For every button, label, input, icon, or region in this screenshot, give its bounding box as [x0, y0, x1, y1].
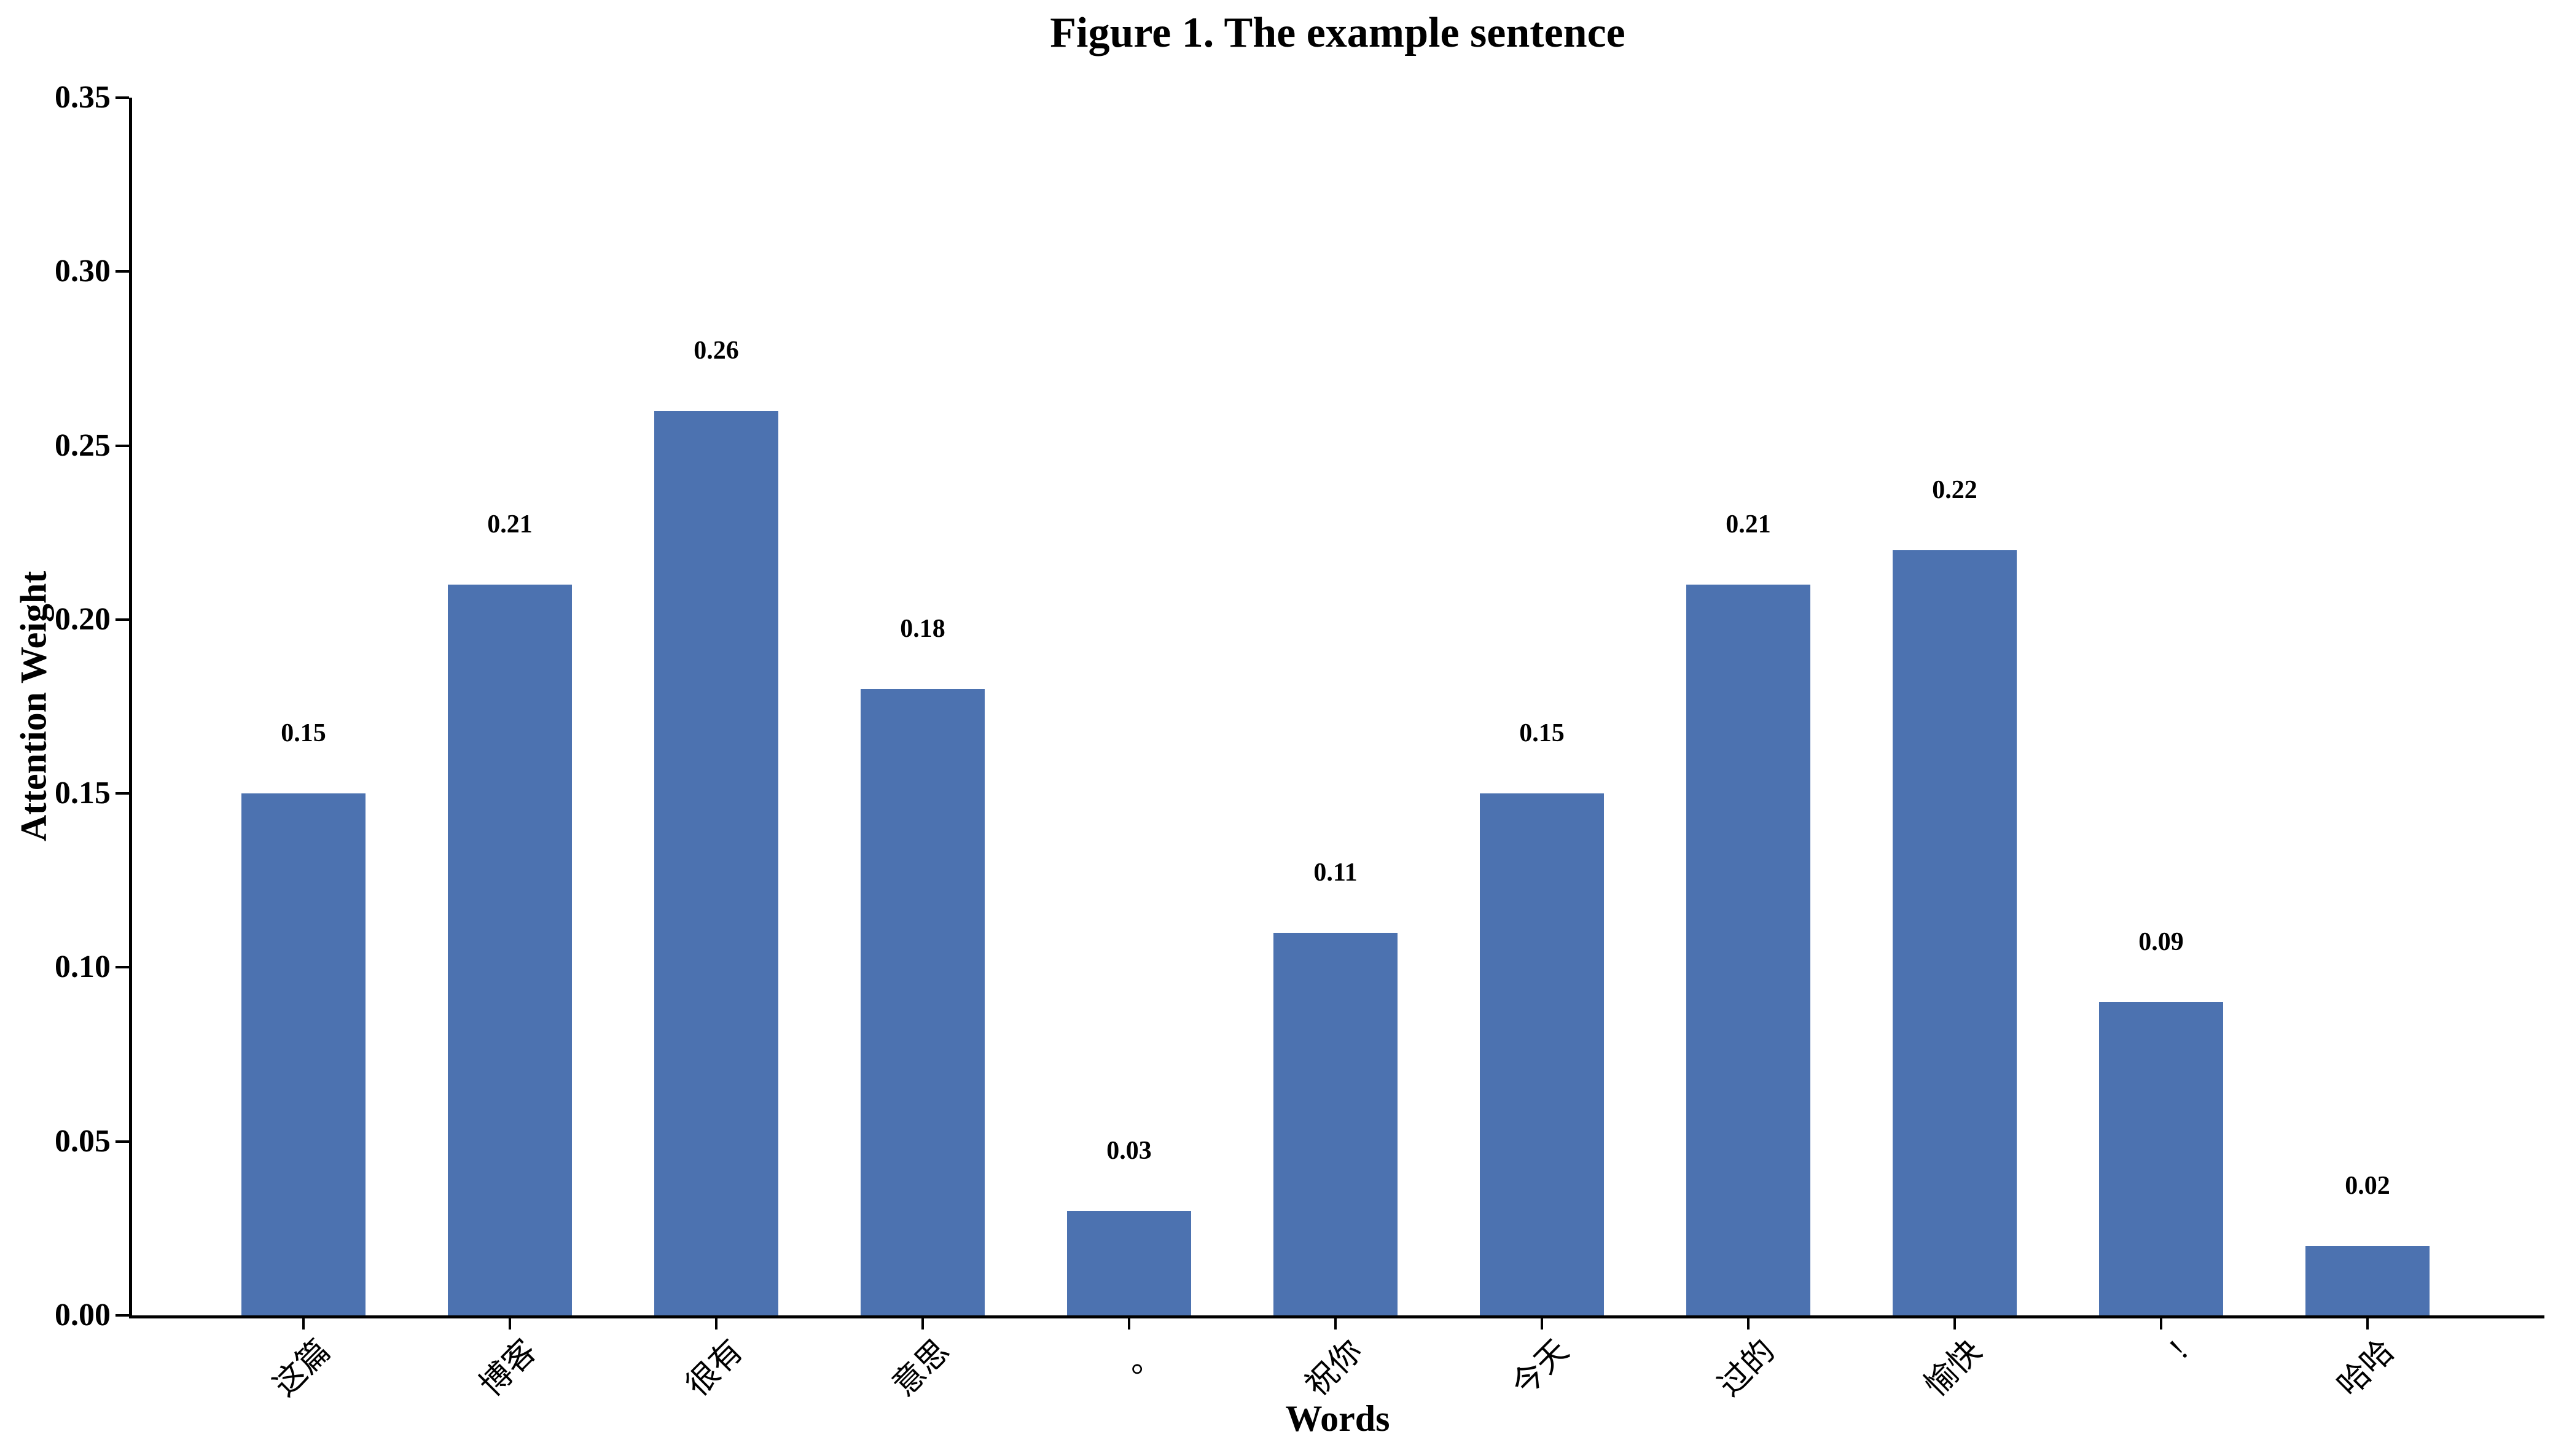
x-tick-mark: [1128, 1318, 1130, 1329]
x-tick-mark: [509, 1318, 511, 1329]
bar: [1067, 1211, 1191, 1315]
bar-value-label: 0.02: [2345, 1171, 2390, 1200]
x-tick-label: 这篇: [267, 1333, 337, 1404]
y-tick-label: 0.10: [55, 949, 111, 985]
bar-value-label: 0.15: [1519, 719, 1565, 748]
y-tick-mark: [115, 270, 129, 273]
x-tick-mark: [715, 1318, 717, 1329]
x-tick-mark: [2160, 1318, 2162, 1329]
y-tick-label: 0.30: [55, 254, 111, 289]
bar: [1686, 585, 1810, 1315]
bar: [1273, 932, 1398, 1315]
bar: [861, 689, 985, 1315]
x-tick-label: !: [2162, 1333, 2195, 1366]
y-tick-mark: [115, 792, 129, 795]
bar-value-label: 0.15: [281, 719, 326, 748]
x-tick-mark: [2366, 1318, 2369, 1329]
y-tick-label: 0.35: [55, 80, 111, 115]
x-tick-mark: [1541, 1318, 1543, 1329]
x-axis-label: Words: [1285, 1398, 1390, 1439]
bar-value-label: 0.26: [694, 336, 739, 365]
bar: [1893, 550, 2017, 1315]
bar: [448, 585, 572, 1315]
y-tick-mark: [115, 1314, 129, 1317]
y-tick-label: 0.25: [55, 427, 111, 463]
y-tick-label: 0.20: [55, 601, 111, 637]
x-tick-mark: [1953, 1318, 1956, 1329]
x-axis-line: [129, 1315, 2544, 1318]
y-tick-mark: [115, 1140, 129, 1143]
x-tick-label: 意思: [886, 1333, 956, 1404]
figure-title: Figure 1. The example sentence: [1050, 9, 1625, 56]
x-tick-mark: [1334, 1318, 1337, 1329]
bar-value-label: 0.22: [1932, 475, 1977, 504]
x-tick-label: 哈哈: [2331, 1333, 2401, 1404]
y-tick-label: 0.15: [55, 776, 111, 811]
bar: [2099, 1002, 2223, 1315]
bar-value-label: 0.21: [487, 510, 533, 539]
x-tick-mark: [302, 1318, 305, 1329]
x-tick-label: 博客: [473, 1333, 544, 1404]
x-tick-mark: [921, 1318, 924, 1329]
x-tick-label: 祝你: [1299, 1333, 1369, 1404]
bar-value-label: 0.09: [2138, 928, 2184, 957]
x-tick-label: 过的: [1711, 1333, 1782, 1404]
x-tick-label: 很有: [679, 1333, 750, 1404]
x-tick-mark: [1747, 1318, 1750, 1329]
y-axis-line: [129, 98, 132, 1318]
y-tick-label: 0.05: [55, 1123, 111, 1159]
bar-value-label: 0.21: [1726, 510, 1771, 539]
bar-value-label: 0.11: [1313, 858, 1358, 887]
x-tick-label: 。: [1115, 1333, 1163, 1381]
bar-value-label: 0.18: [900, 615, 945, 644]
y-tick-mark: [115, 618, 129, 621]
x-tick-label: 愉快: [1918, 1333, 1988, 1404]
bar: [1480, 793, 1604, 1315]
bar: [654, 410, 778, 1315]
bar-value-label: 0.03: [1106, 1137, 1152, 1166]
bar: [241, 793, 366, 1315]
x-tick-label: 今天: [1505, 1333, 1576, 1404]
y-tick-mark: [115, 966, 129, 969]
y-tick-mark: [115, 444, 129, 447]
y-tick-mark: [115, 96, 129, 99]
bar: [2305, 1245, 2430, 1315]
y-tick-label: 0.00: [55, 1298, 111, 1333]
